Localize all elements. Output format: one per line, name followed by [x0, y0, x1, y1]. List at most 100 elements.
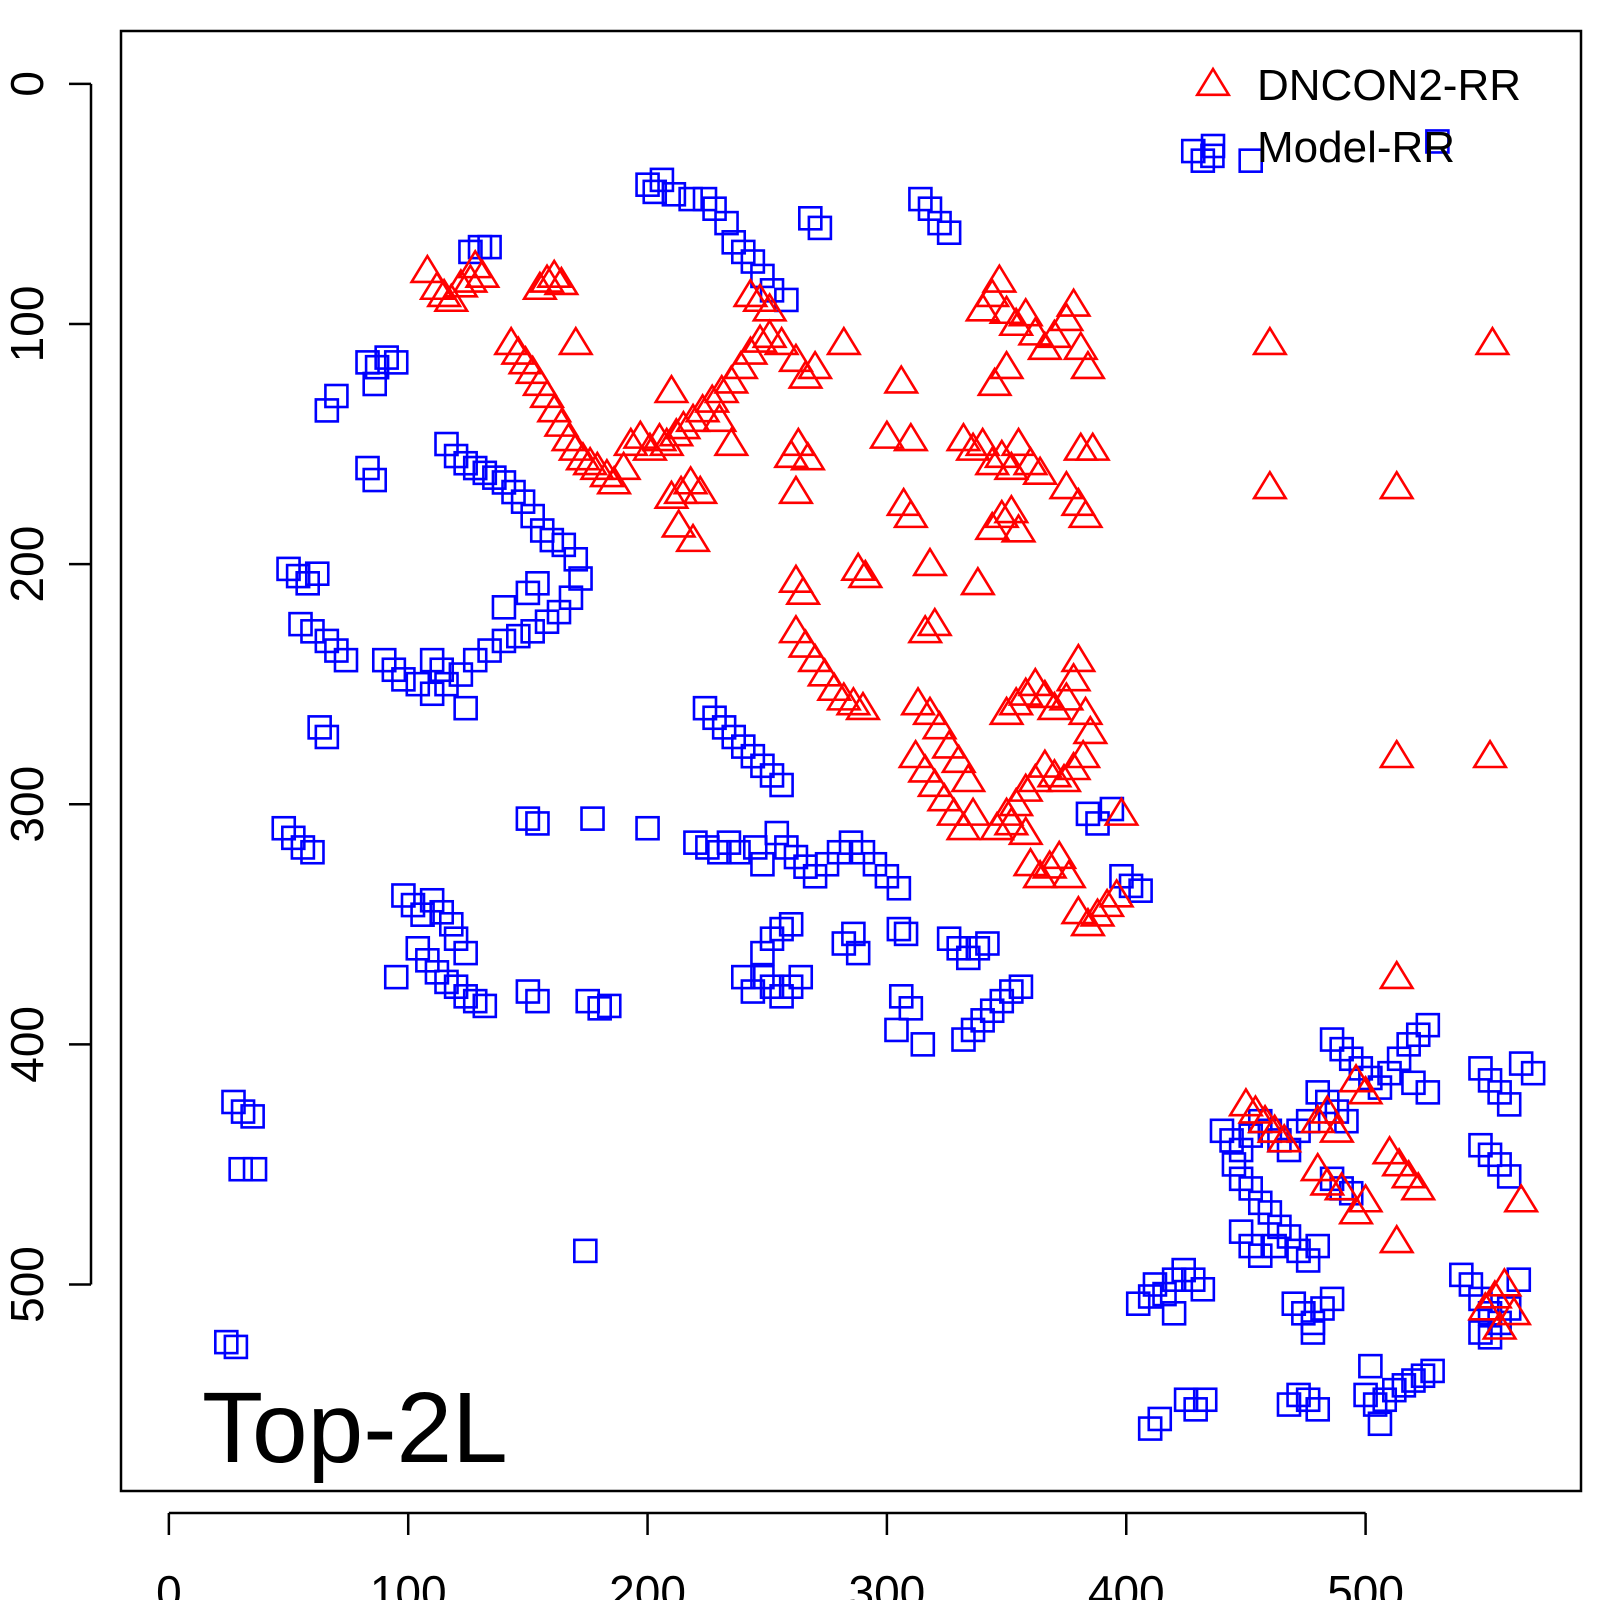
square-point [750, 851, 775, 877]
triangle-point [1022, 455, 1059, 485]
square-point [223, 1334, 249, 1360]
square-point [515, 806, 541, 831]
square-point [448, 662, 474, 687]
square-point [525, 988, 550, 1014]
triangle-point [940, 743, 977, 774]
y-tick-label: 400 [1, 1006, 53, 1083]
square-point [1496, 1164, 1522, 1189]
square-point [951, 1027, 976, 1052]
triangle-point [660, 508, 697, 538]
square-point [529, 518, 555, 543]
square-point [946, 936, 972, 961]
y-tick-label: 0 [1, 71, 53, 97]
square-point [759, 763, 785, 788]
square-point [434, 969, 459, 995]
square-point [1396, 1032, 1421, 1057]
x-tick-label: 300 [849, 1566, 926, 1600]
triangle-point [1036, 757, 1073, 788]
square-point [573, 1238, 598, 1264]
triangle-point [777, 342, 815, 373]
triangle-point [950, 762, 987, 793]
y-tick-label: 200 [1, 526, 53, 603]
square-point [462, 647, 488, 673]
square-point [240, 1104, 265, 1129]
square-point [1386, 1046, 1412, 1072]
triangle-point [847, 558, 884, 589]
triangle-point [1067, 498, 1104, 529]
triangle-point [931, 729, 968, 759]
triangle-point [1486, 1266, 1523, 1297]
square-point [886, 916, 912, 942]
triangle-point [1022, 858, 1059, 889]
plot-frame [119, 29, 1583, 1493]
triangle-point [1251, 325, 1288, 356]
triangle-point [964, 426, 1001, 457]
square-point [975, 931, 1000, 956]
square-point [1180, 138, 1206, 164]
square-point [841, 921, 866, 947]
triangle-point [1017, 316, 1054, 346]
square-point [1147, 1406, 1173, 1432]
triangle-point [945, 810, 982, 841]
square-point [290, 835, 316, 860]
square-point [730, 239, 756, 265]
triangle-point [1007, 676, 1044, 706]
square-point [362, 371, 388, 397]
square-point [1238, 1233, 1264, 1259]
square-point [314, 628, 340, 654]
triangle-point [1309, 1166, 1346, 1196]
square-point [506, 623, 531, 649]
square-point [721, 230, 747, 255]
triangle-point [648, 426, 685, 457]
square-point [1137, 1416, 1163, 1441]
triangle-point [954, 796, 992, 826]
triangle-point [1069, 349, 1107, 380]
triangle-point [653, 479, 690, 509]
square-point [1228, 1137, 1254, 1163]
triangle-point [763, 325, 800, 356]
square-point [1401, 1368, 1426, 1393]
triangle-point [907, 753, 944, 783]
square-point [661, 181, 687, 207]
square-point [702, 705, 727, 731]
square-point [1128, 878, 1153, 903]
square-point [1276, 1224, 1302, 1249]
triangle-point [1031, 849, 1068, 879]
square-point [1286, 1382, 1311, 1408]
square-point [438, 911, 464, 937]
triangle-point [916, 606, 953, 637]
square-point [742, 835, 768, 860]
triangle-point [1503, 1182, 1540, 1213]
square-point [587, 996, 612, 1021]
square-point [927, 210, 952, 236]
triangle-point [1318, 1113, 1355, 1143]
triangle-point [978, 810, 1016, 841]
triangle-point [1007, 772, 1044, 802]
square-point [936, 926, 962, 951]
square-point [491, 628, 517, 654]
square-point [788, 964, 814, 990]
square-point [1415, 1080, 1441, 1105]
square-point [1348, 1056, 1374, 1081]
legend-label: DNCON2-RR [1257, 61, 1521, 110]
triangle-point [595, 464, 633, 495]
x-tick-label: 200 [609, 1566, 686, 1600]
triangle-point [789, 440, 826, 471]
square-point [1183, 1397, 1208, 1422]
triangle-point [892, 498, 929, 529]
square-point [711, 715, 737, 740]
triangle-point [1471, 738, 1509, 769]
triangle-point [1474, 325, 1511, 356]
square-point [1192, 1387, 1218, 1413]
square-point [769, 916, 794, 942]
square-point [419, 647, 445, 673]
y-tick-label: 300 [1, 766, 53, 843]
square-point [1329, 1036, 1354, 1062]
square-point [491, 470, 517, 495]
square-point [965, 936, 991, 961]
triangle-point [452, 263, 489, 293]
square-point [999, 979, 1024, 1004]
triangle-point [916, 767, 953, 798]
square-point [410, 902, 435, 927]
square-point [798, 206, 823, 231]
